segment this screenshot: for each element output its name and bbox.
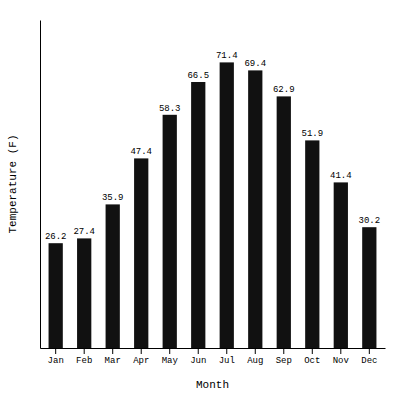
x-tick-mark	[340, 348, 341, 354]
x-tick: Jan	[48, 348, 64, 366]
bar	[191, 82, 205, 348]
bar	[49, 243, 63, 348]
x-tick-label: Jun	[190, 356, 206, 366]
bar	[334, 182, 348, 348]
plot: 26.2 27.4 35.9 47.4 58.3 66.5 71.4 69.4 62.9 51.9…	[41, 21, 386, 367]
bar	[134, 158, 148, 348]
y-axis-title: Temperature (F)	[7, 134, 19, 233]
x-tick-mark	[283, 348, 284, 354]
x-axis: Jan Feb Mar Apr May Jun Jul Aug Sep Oct Nov Dec	[41, 348, 386, 366]
x-tick-label: Apr	[133, 356, 149, 366]
x-tick: Aug	[247, 348, 263, 366]
x-tick-label: Dec	[361, 356, 377, 366]
x-tick: May	[162, 348, 179, 366]
data-label: 27.4	[73, 227, 95, 237]
data-labels: 26.2 27.4 35.9 47.4 58.3 66.5 71.4 69.4 62.9 51.9…	[45, 51, 380, 242]
x-axis-title: Month	[196, 379, 229, 391]
x-tick-mark	[55, 348, 56, 354]
bar	[277, 96, 291, 348]
data-label: 71.4	[216, 51, 238, 61]
bar	[77, 238, 91, 348]
x-tick-mark	[112, 348, 113, 354]
data-label: 26.2	[45, 232, 67, 242]
bar	[220, 62, 234, 348]
x-tick-mark	[255, 348, 256, 354]
data-label: 51.9	[301, 129, 323, 139]
x-tick-label: Aug	[247, 356, 263, 366]
x-tick-mark	[369, 348, 370, 354]
x-tick: Nov	[333, 348, 350, 366]
x-tick-label: Jul	[219, 356, 235, 366]
x-tick-label: May	[162, 356, 179, 366]
data-label: 41.4	[330, 171, 352, 181]
bar	[305, 140, 319, 348]
x-tick: Jul	[219, 348, 235, 366]
x-tick-label: Nov	[333, 356, 350, 366]
data-label: 62.9	[273, 85, 295, 95]
x-tick-label: Feb	[76, 356, 92, 366]
x-tick: Dec	[361, 348, 377, 366]
x-tick: Feb	[76, 348, 92, 366]
chart-svg: 26.2 27.4 35.9 47.4 58.3 66.5 71.4 69.4 62.9 51.9…	[0, 0, 400, 400]
bar	[362, 227, 376, 348]
x-tick-label: Jan	[48, 356, 64, 366]
x-tick: Mar	[105, 348, 121, 366]
data-label: 30.2	[359, 216, 381, 226]
x-tick-label: Mar	[105, 356, 121, 366]
chart-container: 26.2 27.4 35.9 47.4 58.3 66.5 71.4 69.4 62.9 51.9…	[0, 0, 400, 400]
data-label: 69.4	[244, 59, 266, 69]
bar	[163, 115, 177, 348]
x-tick: Sep	[276, 348, 292, 366]
data-label: 66.5	[187, 71, 209, 81]
bar	[106, 204, 120, 348]
x-tick: Oct	[304, 348, 320, 366]
bars	[49, 62, 377, 348]
x-tick-mark	[141, 348, 142, 354]
x-tick-mark	[169, 348, 170, 354]
x-tick-mark	[226, 348, 227, 354]
y-axis	[40, 21, 41, 349]
x-tick: Apr	[133, 348, 149, 366]
x-tick-mark	[312, 348, 313, 354]
x-tick-label: Oct	[304, 356, 320, 366]
data-label: 58.3	[159, 104, 181, 114]
y-axis-line	[40, 21, 41, 349]
x-tick-label: Sep	[276, 356, 292, 366]
x-axis-line	[41, 348, 386, 349]
data-label: 47.4	[130, 147, 152, 157]
data-label: 35.9	[102, 193, 124, 203]
bar	[248, 70, 262, 348]
x-tick-mark	[84, 348, 85, 354]
x-tick-mark	[198, 348, 199, 354]
x-tick: Jun	[190, 348, 206, 366]
